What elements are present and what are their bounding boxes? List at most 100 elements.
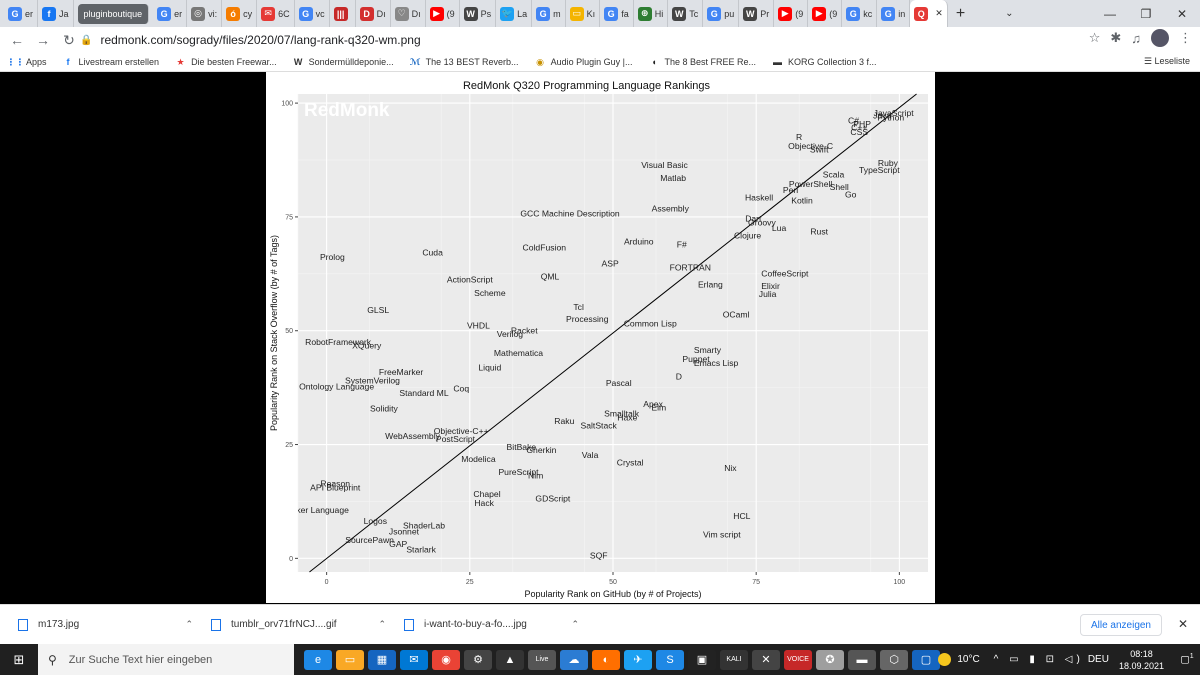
data-point-label: WebAssembly (385, 431, 440, 441)
notification-icon[interactable]: ▢1 (1180, 653, 1194, 666)
bookmark-star-icon[interactable]: ☆ (1088, 30, 1101, 45)
tab-title: Tc (689, 8, 699, 19)
data-point-label: Nix (724, 463, 737, 473)
browser-tab[interactable]: f Ja (38, 0, 74, 27)
weather-temperature[interactable]: 10°C (957, 654, 980, 665)
taskbar-app-icon[interactable]: S (656, 649, 684, 670)
browser-tab[interactable]: D Dı (356, 0, 391, 27)
taskbar-app-icon[interactable]: ◉ (432, 649, 460, 670)
download-item[interactable]: i-want-to-buy-a-fo....jpg ⌃ (404, 618, 579, 631)
show-all-downloads-button[interactable]: Alle anzeigen (1079, 614, 1162, 636)
download-list: m173.jpg ⌃ tumblr_orv71frNCJ....gif ⌃ i-want… (0, 618, 579, 631)
taskbar-app-icon[interactable]: KALI (720, 649, 748, 670)
weather-sun-icon[interactable] (938, 653, 952, 666)
browser-tab[interactable]: ||| (330, 0, 356, 27)
back-icon[interactable]: ← (10, 32, 24, 48)
bookmark-item[interactable]: ▬ KORG Collection 3 f... (772, 57, 877, 68)
menu-icon[interactable]: ⋮ (1179, 30, 1192, 45)
download-filename: i-want-to-buy-a-fo....jpg (424, 619, 527, 630)
browser-tab[interactable]: ▭ Kı (566, 0, 601, 27)
taskbar-app-icon[interactable]: ⚙ (464, 649, 492, 670)
reload-icon[interactable]: ↻ (63, 31, 75, 48)
taskbar-app-icon[interactable]: ✉ (400, 649, 428, 670)
extensions-icon[interactable]: ✱ (1110, 30, 1122, 45)
taskbar-search[interactable]: ⚲ Zur Suche Text hier eingeben (38, 644, 294, 675)
taskbar-app-icon[interactable]: ▲ (496, 649, 524, 670)
tab-search-icon[interactable]: ⌄ (1005, 8, 1014, 19)
media-icon[interactable]: ♫ (1131, 30, 1141, 46)
x-axis-label: Popularity Rank on GitHub (by # of Proje… (524, 589, 701, 599)
browser-tab[interactable]: ♡ Dı (391, 0, 426, 27)
taskbar-app-icon[interactable]: ▭ (336, 649, 364, 670)
restore-icon[interactable]: ❐ (1140, 6, 1152, 21)
browser-tab[interactable]: W Pr (739, 0, 775, 27)
browser-tab[interactable]: Q ✕ (910, 0, 948, 27)
browser-tab[interactable]: ⊕ Hi (634, 0, 669, 27)
chevron-up-icon[interactable]: ⌃ (185, 619, 193, 629)
bookmark-item[interactable]: ★ Die besten Freewar... (175, 57, 277, 68)
browser-tab[interactable]: ◎ vi: (187, 0, 223, 27)
data-point-label: Go (845, 190, 857, 200)
browser-tab[interactable]: ▶ (9 (426, 0, 460, 27)
forward-icon[interactable]: → (36, 32, 50, 48)
taskbar-app-icon[interactable]: ▦ (368, 649, 396, 670)
bookmark-label: Die besten Freewar... (191, 57, 277, 67)
chevron-up-icon[interactable]: ⌃ (378, 619, 386, 629)
close-window-icon[interactable]: ✕ (1176, 6, 1188, 21)
data-point-label: Erlang (698, 280, 723, 290)
profile-avatar[interactable] (1151, 29, 1169, 47)
bookmark-item[interactable]: ⋮⋮ Apps (7, 57, 47, 68)
browser-tab[interactable]: ▶ (9 (774, 0, 809, 27)
reading-list-button[interactable]: ☰ Leseliste (1144, 56, 1190, 67)
windows-start-icon[interactable]: ⊞ (13, 651, 25, 667)
data-point-label: Hack (474, 498, 494, 508)
bookmark-item[interactable]: ◖ The 8 Best FREE Re... (648, 57, 756, 68)
taskbar-app-icon[interactable]: ▬ (848, 649, 876, 670)
taskbar-app-icon[interactable]: e (304, 649, 332, 670)
address-bar[interactable]: 🔒 redmonk.com/sogrady/files/2020/07/lang… (80, 29, 1110, 51)
browser-tab[interactable]: ó cy (222, 0, 258, 27)
taskbar-app-icon[interactable]: ▣ (688, 649, 716, 670)
tab-favicon-icon: W (463, 6, 478, 21)
taskbar-app-icon[interactable]: ✪ (816, 649, 844, 670)
download-item[interactable]: m173.jpg ⌃ (18, 618, 193, 631)
bookmark-item[interactable]: f Livestream erstellen (63, 57, 160, 68)
new-tab-icon[interactable]: + (955, 4, 966, 22)
browser-tab[interactable]: ▶ (9 (808, 0, 843, 27)
bookmark-item[interactable]: W Sondermülldeponie... (293, 57, 394, 68)
taskbar-app-icon[interactable]: ▢ (912, 649, 940, 670)
chevron-up-icon[interactable]: ⌃ (571, 619, 579, 629)
input-language[interactable]: DEU (1087, 654, 1109, 665)
bookmark-item[interactable]: ◉ Audio Plugin Guy |... (535, 57, 632, 68)
minimize-icon[interactable]: — (1104, 6, 1116, 21)
taskbar-app-icon[interactable]: ✕ (752, 649, 780, 670)
taskbar-app-icon[interactable]: VOICE (784, 649, 812, 670)
taskbar-app-icon[interactable]: Live (528, 649, 556, 670)
taskbar-app-icon[interactable]: ✈ (624, 649, 652, 670)
browser-tab[interactable]: W Ps (460, 0, 497, 27)
taskbar-app-icon[interactable]: ☁ (560, 649, 588, 670)
browser-tab[interactable]: pluginboutique (77, 3, 150, 24)
tray-icons[interactable]: ^ ▭ ▮ ⊡ ◁) (993, 654, 1084, 665)
tab-favicon-icon: f (42, 6, 57, 21)
download-item[interactable]: tumblr_orv71frNCJ....gif ⌃ (211, 618, 386, 631)
browser-tab[interactable]: 🐦 La (496, 0, 533, 27)
taskbar-clock[interactable]: 08:18 18.09.2021 (1119, 648, 1164, 672)
reading-list-icon: ☰ (1143, 56, 1155, 66)
tab-favicon-icon: G (298, 6, 313, 21)
bookmark-item[interactable]: ℳ The 13 BEST Reverb... (410, 57, 519, 68)
taskbar-app-icon[interactable]: ◐ (592, 649, 620, 670)
taskbar-app-icon[interactable]: ⬡ (880, 649, 908, 670)
close-tab-icon[interactable]: ✕ (935, 8, 943, 18)
browser-tab[interactable]: W Tc (668, 0, 704, 27)
close-downloads-icon[interactable]: ✕ (1177, 617, 1188, 631)
browser-tab[interactable]: ✉ 6C (257, 0, 295, 27)
